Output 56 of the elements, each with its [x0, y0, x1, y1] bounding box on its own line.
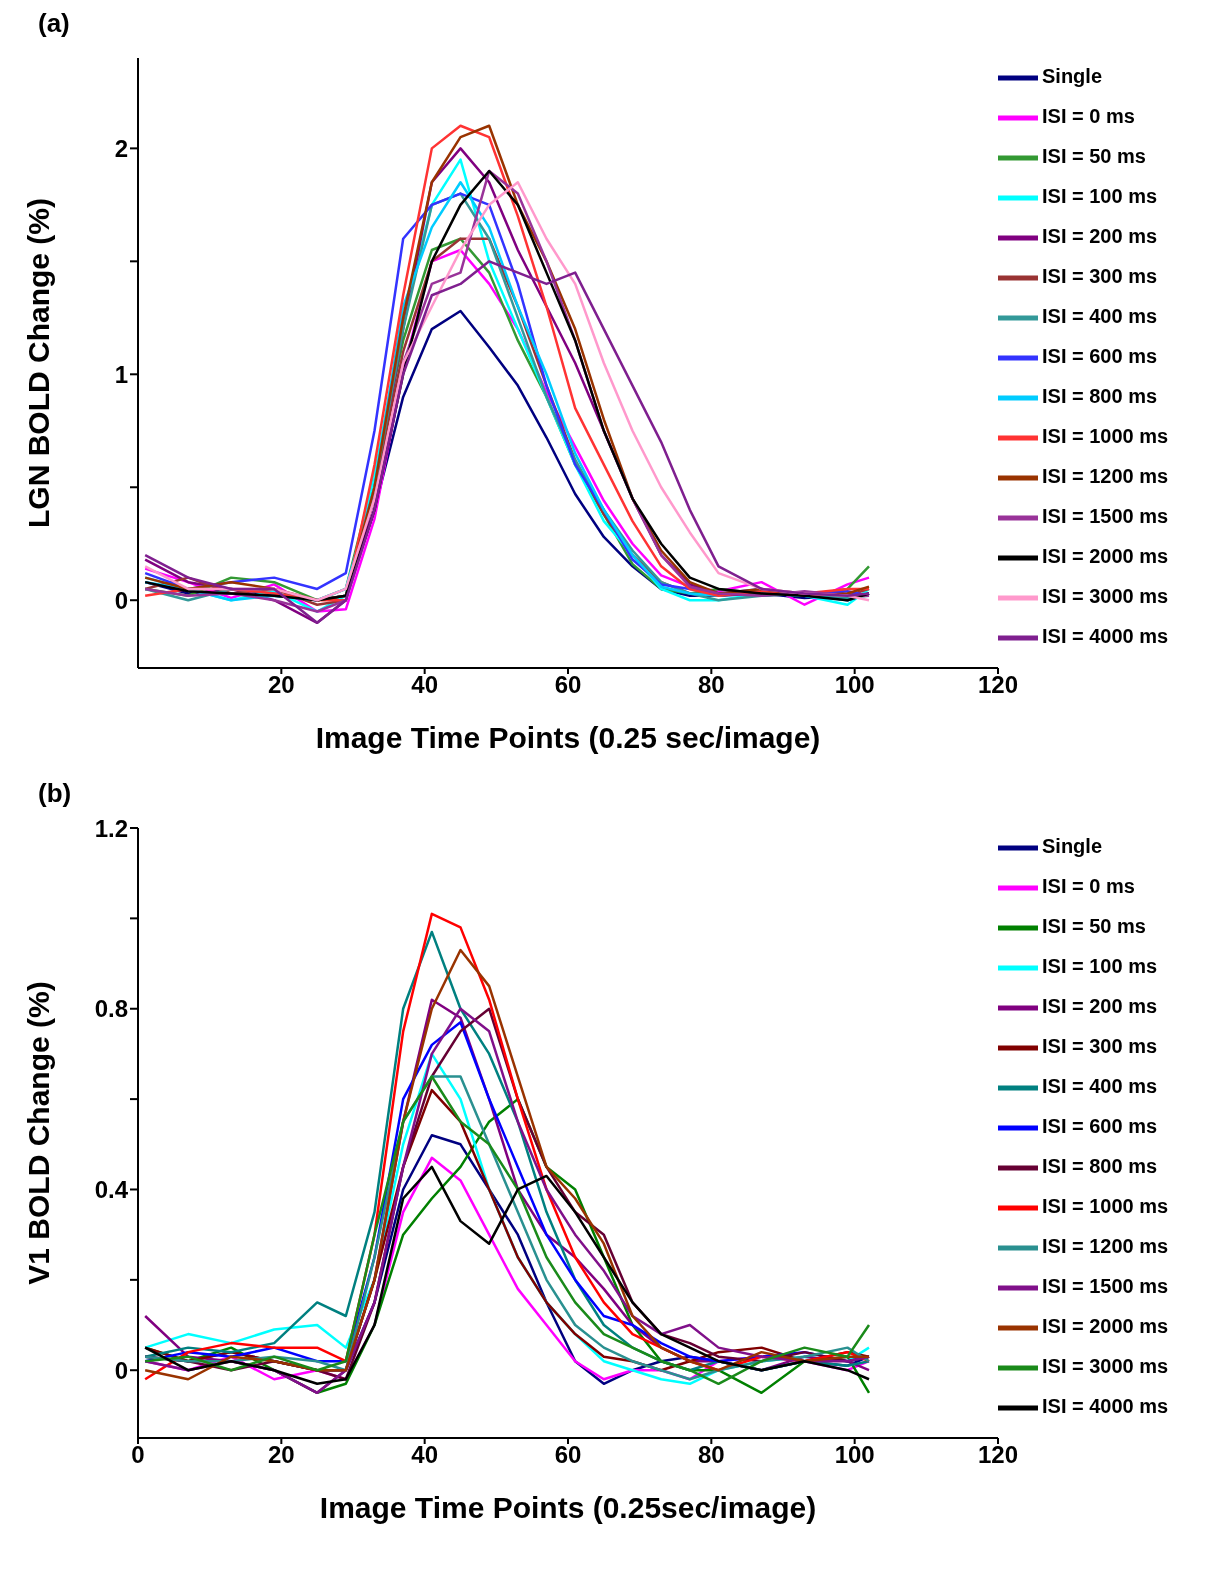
- legend-label: ISI = 300 ms: [1042, 265, 1158, 288]
- text: (a): [38, 8, 70, 39]
- legend-label: ISI = 3000 ms: [1042, 585, 1169, 608]
- y-tick-label: 0.4: [94, 1176, 129, 1203]
- y-tick-label: 0: [114, 1356, 128, 1384]
- y-tick-label: 0.8: [94, 995, 128, 1023]
- x-tick-label: 20: [267, 1441, 295, 1469]
- legend-label: ISI = 2000 ms: [1042, 1315, 1169, 1338]
- legend-label: Single: [1042, 65, 1103, 88]
- legend-label: ISI = 4000 ms: [1042, 1395, 1169, 1418]
- x-tick-label: 40: [411, 671, 439, 699]
- legend-label: ISI = 300 ms: [1042, 1035, 1158, 1058]
- legend-label: ISI = 50 ms: [1042, 915, 1146, 938]
- x-tick-label: 40: [411, 1441, 439, 1469]
- legend-label: ISI = 2000 ms: [1042, 545, 1169, 568]
- text: (b): [38, 778, 72, 809]
- x-axis-title: Image Time Points (0.25 sec/image): [315, 721, 821, 754]
- legend-label: ISI = 100 ms: [1042, 185, 1158, 208]
- legend-label: ISI = 1500 ms: [1042, 505, 1169, 528]
- x-tick-label: 60: [554, 671, 582, 699]
- y-tick-label: 1: [114, 360, 128, 388]
- y-tick-label: 0: [114, 586, 128, 614]
- legend-label: Single: [1042, 835, 1103, 858]
- legend-label: ISI = 200 ms: [1042, 995, 1158, 1018]
- x-tick-label: 0: [131, 1441, 145, 1469]
- legend-label: ISI = 1000 ms: [1042, 1195, 1169, 1218]
- legend-label: ISI = 0 ms: [1042, 875, 1135, 898]
- legend-label: ISI = 3000 ms: [1042, 1355, 1169, 1378]
- y-axis-title: LGN BOLD Change (%): [21, 198, 55, 528]
- legend-label: ISI = 100 ms: [1042, 955, 1158, 978]
- legend-label: ISI = 600 ms: [1042, 345, 1158, 368]
- legend-label: ISI = 4000 ms: [1042, 625, 1169, 648]
- y-tick-label: 2: [114, 134, 128, 162]
- legend-label: ISI = 600 ms: [1042, 1115, 1158, 1138]
- x-tick-label: 60: [554, 1441, 582, 1469]
- x-axis-title: Image Time Points (0.25sec/image): [319, 1491, 817, 1524]
- legend-label: ISI = 200 ms: [1042, 225, 1158, 248]
- legend-label: ISI = 1000 ms: [1042, 425, 1169, 448]
- legend-label: ISI = 0 ms: [1042, 105, 1135, 128]
- x-tick-label: 100: [834, 671, 875, 699]
- x-tick-label: 20: [267, 671, 295, 699]
- legend-label: ISI = 50 ms: [1042, 145, 1146, 168]
- x-tick-label: 120: [977, 671, 1019, 699]
- legend-label: ISI = 800 ms: [1042, 1155, 1158, 1178]
- x-tick-label: 80: [697, 1441, 725, 1469]
- x-tick-label: 120: [977, 1441, 1019, 1469]
- y-axis-title: V1 BOLD Change (%): [21, 981, 55, 1285]
- y-tick-label: 1.2: [94, 814, 128, 842]
- legend-label: ISI = 800 ms: [1042, 385, 1158, 408]
- legend-label: ISI = 1200 ms: [1042, 1235, 1169, 1258]
- legend-label: ISI = 1200 ms: [1042, 465, 1169, 488]
- x-tick-label: 100: [834, 1441, 875, 1469]
- legend-label: ISI = 400 ms: [1042, 1075, 1158, 1098]
- legend-label: ISI = 400 ms: [1042, 305, 1158, 328]
- x-tick-label: 80: [697, 671, 725, 699]
- legend-label: ISI = 1500 ms: [1042, 1275, 1169, 1298]
